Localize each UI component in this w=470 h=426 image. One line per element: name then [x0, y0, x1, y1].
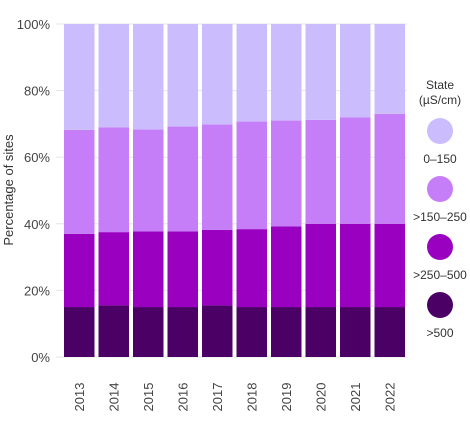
bar-segment-2021-series-0	[340, 307, 371, 357]
bar-segment-2013-series-2	[64, 129, 95, 234]
legend-label: 0–150	[423, 152, 457, 166]
bar-segment-2018-series-2	[236, 121, 267, 230]
bar-segment-2015-series-1	[133, 231, 164, 308]
bars	[64, 24, 405, 357]
bar-segment-2019-series-0	[271, 307, 302, 357]
bar-segment-2019-series-3	[271, 24, 302, 121]
y-axis-label: Percentage of sites	[1, 134, 16, 246]
x-tick-label: 2014	[106, 383, 121, 412]
y-tick-label: 100%	[17, 17, 51, 32]
y-tick-label: 80%	[24, 84, 50, 99]
legend-swatch	[427, 234, 453, 260]
legend-item: 0–150	[408, 118, 470, 166]
legend-item: >250–500	[408, 234, 470, 282]
x-tick-label: 2017	[210, 383, 225, 412]
x-tick-label: 2013	[72, 383, 87, 412]
bar-segment-2013-series-0	[64, 307, 95, 357]
x-tick-label: 2020	[313, 383, 328, 412]
legend-item: >150–250	[408, 176, 470, 224]
bar-segment-2013-series-3	[64, 24, 95, 130]
bar-segment-2018-series-1	[236, 229, 267, 308]
x-tick-label: 2021	[348, 383, 363, 412]
bar-segment-2016-series-0	[167, 307, 198, 357]
legend-swatch	[427, 292, 453, 318]
legend-title-line1: State	[425, 78, 455, 92]
bar-segment-2019-series-2	[271, 120, 302, 227]
legend-swatch	[427, 118, 453, 144]
bar-segment-2020-series-1	[305, 223, 336, 308]
legend-items: 0–150 >150–250 >250–500 >500	[408, 118, 470, 340]
bar-segment-2020-series-3	[305, 24, 336, 120]
legend-title-line2: (µS/cm)	[418, 93, 462, 107]
bar-segment-2014-series-1	[98, 232, 129, 306]
x-tick-label: 2022	[382, 383, 397, 412]
legend: State (µS/cm) 0–150 >150–250 >250–500 >500	[408, 78, 470, 340]
bar-segment-2017-series-2	[202, 124, 233, 230]
x-tick-labels: 2013 2014 2015 2016 2017 2018 2019 2020 2021 2022	[72, 383, 398, 412]
bar-segment-2017-series-0	[202, 305, 233, 357]
legend-title: State (µS/cm)	[408, 78, 470, 108]
bar-segment-2022-series-0	[374, 307, 405, 357]
bar-segment-2014-series-2	[98, 127, 129, 233]
legend-item: >500	[408, 292, 470, 340]
bar-segment-2015-series-3	[133, 24, 164, 130]
legend-swatch	[427, 176, 453, 202]
bar-segment-2021-series-3	[340, 24, 371, 118]
y-tick-labels: 0% 20% 40% 60% 80% 100%	[17, 17, 51, 365]
x-tick-label: 2018	[244, 383, 259, 412]
bar-segment-2022-series-3	[374, 24, 405, 114]
bar-segment-2016-series-3	[167, 24, 198, 127]
y-tick-label: 40%	[24, 217, 50, 232]
y-tick-label: 60%	[24, 150, 50, 165]
bar-segment-2019-series-1	[271, 226, 302, 308]
legend-label: >150–250	[413, 210, 467, 224]
bar-segment-2014-series-0	[98, 305, 129, 357]
bar-segment-2013-series-1	[64, 233, 95, 308]
bar-segment-2020-series-0	[305, 307, 336, 357]
bar-segment-2021-series-2	[340, 117, 371, 224]
legend-label: >500	[426, 326, 454, 340]
bar-segment-2018-series-3	[236, 24, 267, 122]
legend-label: >250–500	[413, 268, 467, 282]
bar-segment-2017-series-3	[202, 24, 233, 125]
bar-segment-2016-series-2	[167, 126, 198, 232]
bar-segment-2015-series-0	[133, 307, 164, 357]
y-tick-label: 20%	[24, 283, 50, 298]
bar-segment-2014-series-3	[98, 24, 129, 128]
bar-segment-2022-series-2	[374, 113, 405, 224]
bar-segment-2018-series-0	[236, 307, 267, 357]
x-tick-label: 2019	[279, 383, 294, 412]
bar-segment-2021-series-1	[340, 223, 371, 308]
bar-segment-2022-series-1	[374, 223, 405, 308]
x-tick-label: 2016	[175, 383, 190, 412]
bar-segment-2016-series-1	[167, 231, 198, 308]
y-tick-label: 0%	[31, 350, 50, 365]
bar-segment-2017-series-1	[202, 229, 233, 306]
bar-segment-2015-series-2	[133, 129, 164, 232]
bar-segment-2020-series-2	[305, 119, 336, 224]
x-tick-label: 2015	[141, 383, 156, 412]
